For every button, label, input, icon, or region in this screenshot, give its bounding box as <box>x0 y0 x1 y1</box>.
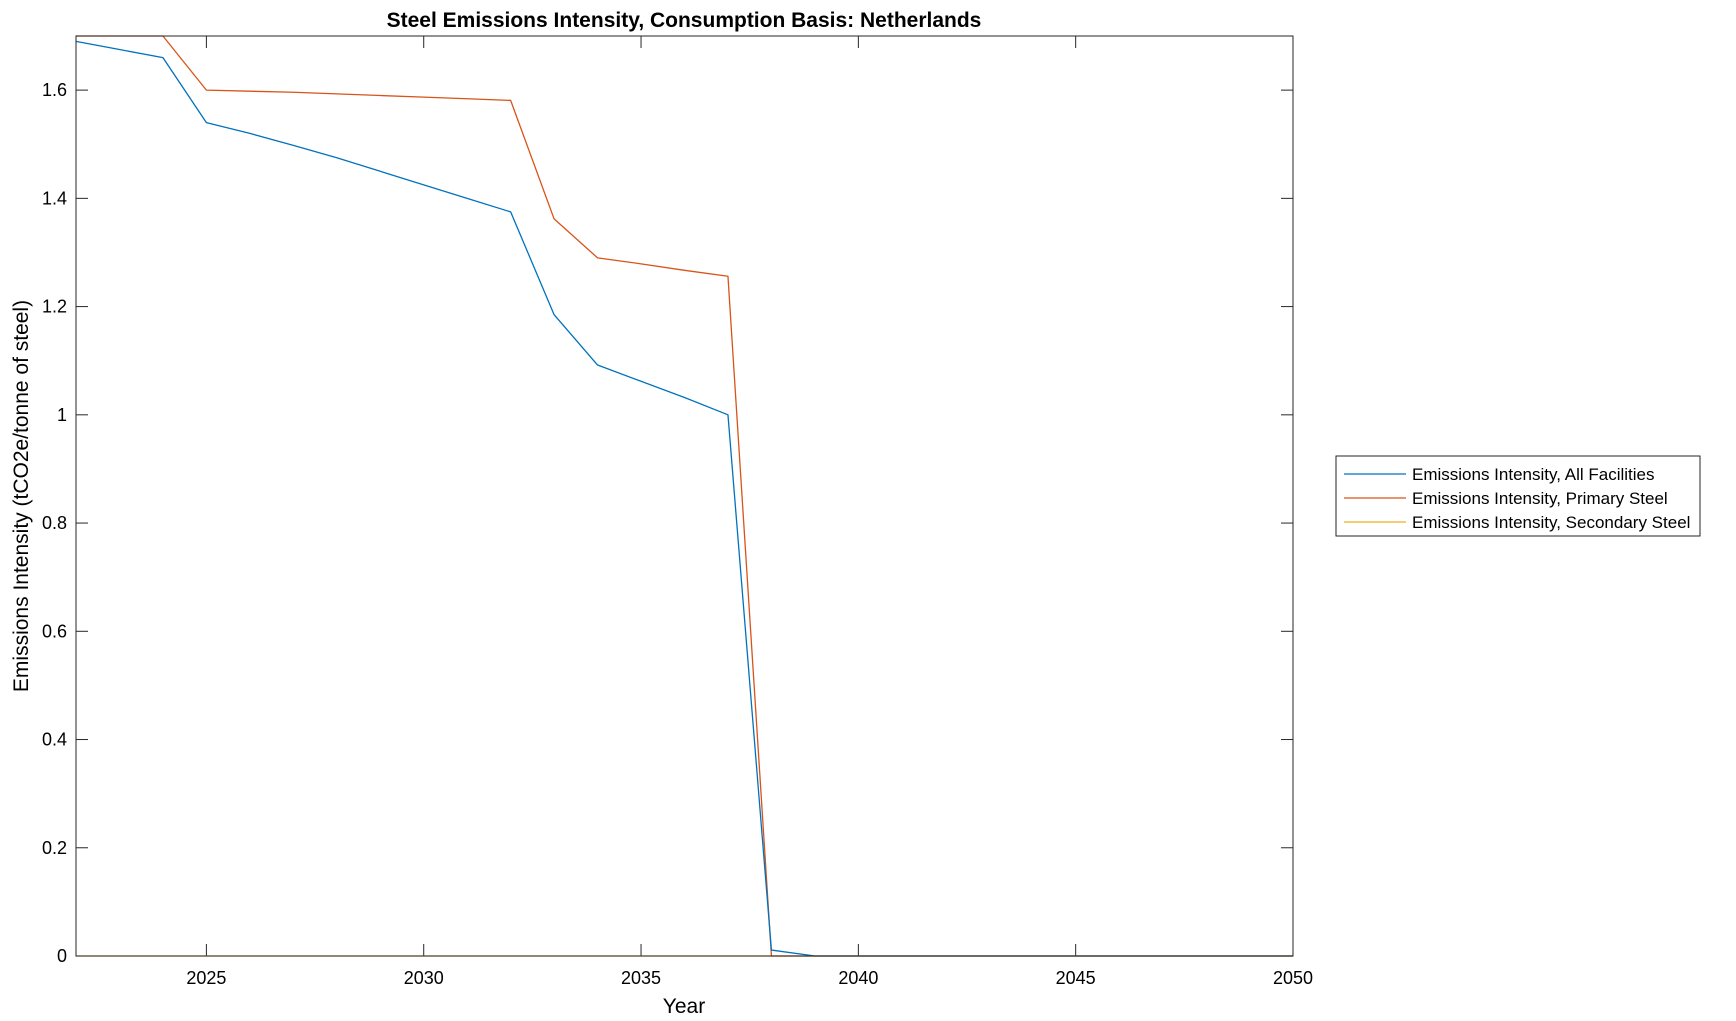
plot-frame <box>75 35 1294 957</box>
chart-title: Steel Emissions Intensity, Consumption B… <box>387 9 982 32</box>
legend-entry: Emissions Intensity, All Facilities <box>1412 465 1654 484</box>
x-tick-label: 2025 <box>186 968 226 988</box>
y-axis-label: Emissions Intensity (tCO2e/tonne of stee… <box>10 300 33 692</box>
legend-entry: Emissions Intensity, Primary Steel <box>1412 489 1668 508</box>
y-tick-label: 1.4 <box>42 188 67 208</box>
x-axis-ticks: 2025 2030 2035 2040 2045 2050 <box>186 36 1313 988</box>
y-tick-label: 0 <box>57 946 67 966</box>
x-tick-label: 2030 <box>404 968 444 988</box>
y-tick-label: 0.2 <box>42 838 67 858</box>
y-tick-label: 0.6 <box>42 621 67 641</box>
y-tick-label: 1.2 <box>42 297 67 317</box>
y-tick-label: 1 <box>57 405 67 425</box>
plot-area <box>76 36 1293 956</box>
y-axis-ticks: 0 0.2 0.4 0.6 0.8 1 1.2 1.4 1.6 <box>42 80 1293 966</box>
y-tick-label: 0.8 <box>42 513 67 533</box>
x-tick-label: 2035 <box>621 968 661 988</box>
x-tick-label: 2040 <box>838 968 878 988</box>
legend-entry: Emissions Intensity, Secondary Steel <box>1412 513 1690 532</box>
x-axis-label: Year <box>663 995 705 1018</box>
legend: Emissions Intensity, All Facilities Emiss… <box>1335 455 1701 537</box>
legend-box <box>1335 455 1701 537</box>
y-tick-label: 1.6 <box>42 80 67 100</box>
y-tick-label: 0.4 <box>42 730 67 750</box>
x-tick-label: 2045 <box>1056 968 1096 988</box>
legend-items: Emissions Intensity, All Facilities Emiss… <box>1344 465 1690 532</box>
x-tick-label: 2050 <box>1273 968 1313 988</box>
